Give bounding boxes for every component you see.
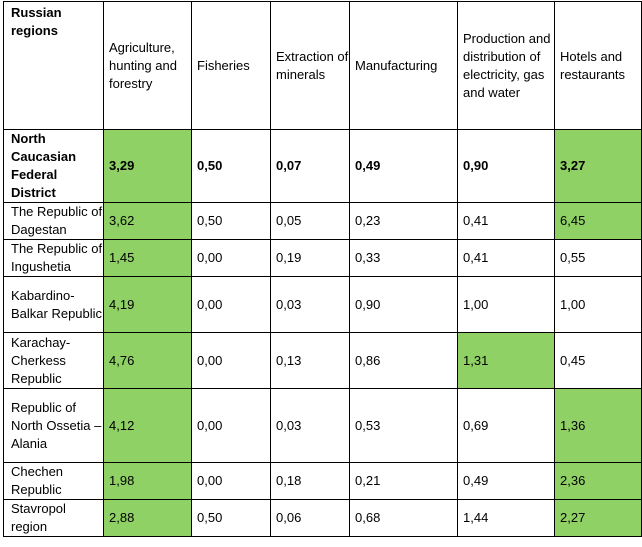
table-cell: 0,49	[349, 129, 458, 203]
header-cell: Extraction of minerals	[270, 1, 350, 130]
table-cell: 0,19	[270, 239, 350, 277]
table-row: The Republic of Dagestan 3,62 0,50 0,05 …	[3, 202, 642, 240]
table-cell: 3,27	[554, 129, 642, 203]
region-name-cell: North Caucasian Federal District	[3, 129, 104, 203]
table-cell: 0,18	[270, 462, 350, 500]
table-cell: 3,62	[103, 202, 192, 240]
table-row: The Republic of Ingushetia 1,45 0,00 0,1…	[3, 239, 642, 277]
header-cell: Manufacturing	[349, 1, 458, 130]
table-cell: 0,50	[191, 499, 271, 537]
regions-table: Russian regions Agriculture, hunting and…	[3, 1, 642, 537]
table-cell: 0,41	[457, 239, 555, 277]
table-cell: 0,68	[349, 499, 458, 537]
table-cell: 0,23	[349, 202, 458, 240]
table-row: Chechen Republic 1,98 0,00 0,18 0,21 0,4…	[3, 462, 642, 500]
table-row: Kabardino-Balkar Republic 4,19 0,00 0,03…	[3, 276, 642, 333]
table-cell: 1,36	[554, 388, 642, 463]
table-cell: 1,00	[554, 276, 642, 333]
table-cell: 0,05	[270, 202, 350, 240]
header-cell: Russian regions	[3, 1, 104, 130]
table-cell: 0,41	[457, 202, 555, 240]
region-name-cell: Chechen Republic	[3, 462, 104, 500]
table-row: Republic of North Ossetia – Alania 4,12 …	[3, 388, 642, 463]
table-cell: 0,50	[191, 202, 271, 240]
header-cell: Agriculture, hunting and forestry	[103, 1, 192, 130]
table-cell: 0,00	[191, 239, 271, 277]
table-cell: 4,12	[103, 388, 192, 463]
region-name-cell: Republic of North Ossetia – Alania	[3, 388, 104, 463]
table-cell: 1,98	[103, 462, 192, 500]
region-name-cell: Kabardino-Balkar Republic	[3, 276, 104, 333]
table-cell: 0,00	[191, 332, 271, 389]
table-row: North Caucasian Federal District 3,29 0,…	[3, 129, 642, 203]
table-cell: 2,36	[554, 462, 642, 500]
region-name-cell: The Republic of Dagestan	[3, 202, 104, 240]
table-cell: 4,19	[103, 276, 192, 333]
table-cell: 0,49	[457, 462, 555, 500]
region-name-cell: The Republic of Ingushetia	[3, 239, 104, 277]
table-cell: 0,90	[457, 129, 555, 203]
table-cell: 1,44	[457, 499, 555, 537]
table-cell: 0,45	[554, 332, 642, 389]
table-cell: 2,27	[554, 499, 642, 537]
table-cell: 1,00	[457, 276, 555, 333]
region-name-cell: Stavropol region	[3, 499, 104, 537]
header-row: Russian regions Agriculture, hunting and…	[3, 1, 642, 130]
region-name-cell: Karachay-Cherkess Republic	[3, 332, 104, 389]
table-row: Karachay-Cherkess Republic 4,76 0,00 0,1…	[3, 332, 642, 389]
table-cell: 0,06	[270, 499, 350, 537]
table-cell: 0,86	[349, 332, 458, 389]
table-cell: 0,69	[457, 388, 555, 463]
table-cell: 0,50	[191, 129, 271, 203]
table-cell: 0,13	[270, 332, 350, 389]
table-cell: 1,31	[457, 332, 555, 389]
table-cell: 0,07	[270, 129, 350, 203]
table-cell: 2,88	[103, 499, 192, 537]
table-cell: 0,00	[191, 462, 271, 500]
table-cell: 0,21	[349, 462, 458, 500]
table-cell: 0,53	[349, 388, 458, 463]
table-cell: 0,03	[270, 388, 350, 463]
header-cell: Production and distribution of electrici…	[457, 1, 555, 130]
table-cell: 4,76	[103, 332, 192, 389]
table-cell: 3,29	[103, 129, 192, 203]
table-cell: 6,45	[554, 202, 642, 240]
table-cell: 0,55	[554, 239, 642, 277]
table-cell: 0,00	[191, 276, 271, 333]
table-cell: 1,45	[103, 239, 192, 277]
table-row: Stavropol region 2,88 0,50 0,06 0,68 1,4…	[3, 499, 642, 537]
table-cell: 0,03	[270, 276, 350, 333]
table-cell: 0,33	[349, 239, 458, 277]
table-cell: 0,90	[349, 276, 458, 333]
header-cell: Fisheries	[191, 1, 271, 130]
table-cell: 0,00	[191, 388, 271, 463]
header-cell: Hotels and restaurants	[554, 1, 642, 130]
